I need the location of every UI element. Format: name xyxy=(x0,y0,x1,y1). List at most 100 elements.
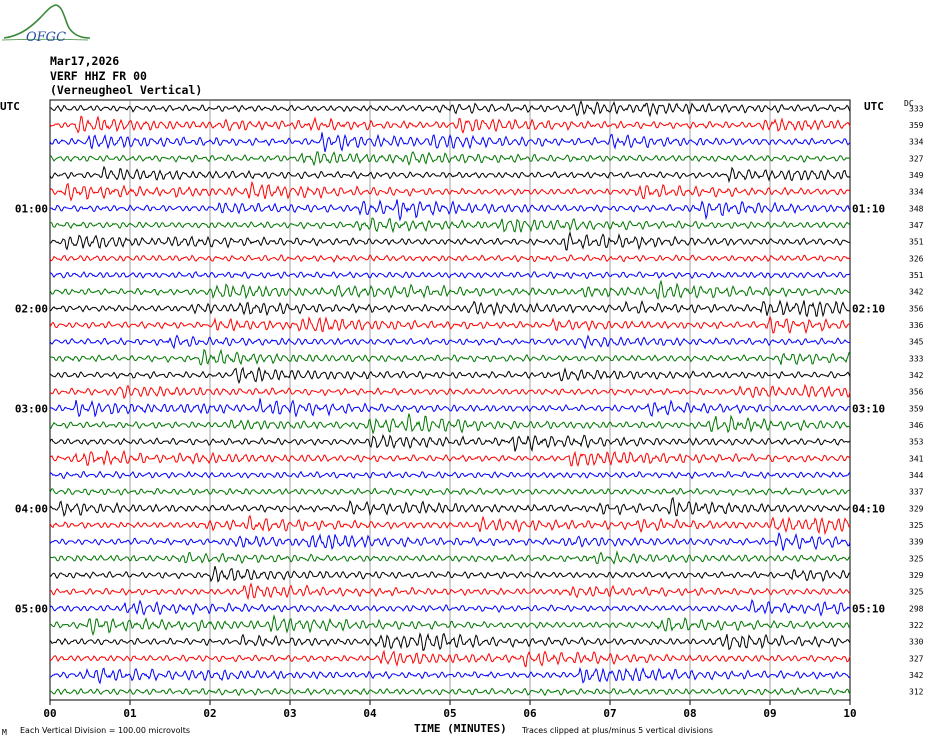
dc-offset-value: 336 xyxy=(909,321,924,330)
dc-offset-value: 342 xyxy=(909,288,924,297)
dc-offset-value: 322 xyxy=(909,621,924,630)
seismic-trace xyxy=(49,566,851,583)
seismic-trace xyxy=(49,687,851,697)
dc-offset-value: 349 xyxy=(909,171,924,180)
dc-offset-value: 351 xyxy=(909,271,924,280)
seismic-trace xyxy=(49,217,851,234)
seismic-trace xyxy=(49,199,851,222)
footer-mark: M xyxy=(2,728,7,737)
ofgc-logo: OFGC xyxy=(1,4,90,45)
seismic-trace xyxy=(49,582,851,601)
seismic-trace xyxy=(49,348,851,366)
left-utc-label: UTC xyxy=(0,100,20,113)
seismic-trace xyxy=(49,614,851,637)
footer-clip-note: Traces clipped at plus/minus 5 vertical … xyxy=(521,726,713,735)
dc-offset-value: 326 xyxy=(909,254,924,263)
seismic-trace xyxy=(49,334,851,350)
seismic-trace xyxy=(49,165,851,184)
x-axis-title: TIME (MINUTES) xyxy=(414,722,507,735)
dc-offset-value: 329 xyxy=(909,504,924,513)
seismic-trace xyxy=(50,666,851,685)
dc-offset-value: 342 xyxy=(909,671,924,680)
dc-offset-value: 359 xyxy=(909,121,924,130)
seismic-trace xyxy=(49,315,851,335)
dc-offset-value: 348 xyxy=(909,204,924,213)
station-channel: VERF HHZ FR 00 xyxy=(50,68,147,83)
right-hour-label: 04:10 xyxy=(852,502,885,515)
dc-offset-value: 327 xyxy=(909,154,924,163)
dc-offset-value: 339 xyxy=(909,538,924,547)
dc-offset-value: 353 xyxy=(909,438,924,447)
seismic-trace xyxy=(49,115,851,134)
dc-offset-value: 359 xyxy=(909,404,924,413)
dc-offset-value: 330 xyxy=(909,638,924,647)
seismic-trace xyxy=(49,413,851,435)
dc-offset-value: 333 xyxy=(909,104,924,113)
dc-label: DC xyxy=(904,99,914,108)
left-hour-label: 03:00 xyxy=(15,402,48,415)
seismic-trace xyxy=(49,366,851,385)
right-hour-label: 01:10 xyxy=(852,202,885,215)
plot-header: Mar17,2026 VERF HHZ FR 00 (Verneugheol V… xyxy=(50,54,202,98)
x-tick-label: 05 xyxy=(443,707,456,720)
x-tick-label: 07 xyxy=(603,707,616,720)
seismic-trace xyxy=(49,180,851,202)
dc-offset-value: 342 xyxy=(909,371,924,380)
x-tick-label: 09 xyxy=(763,707,776,720)
footer-scale-note: Each Vertical Division = 100.00 microvol… xyxy=(20,726,190,735)
seismic-trace xyxy=(49,487,851,497)
left-hour-label: 02:00 xyxy=(15,302,48,315)
seismic-trace xyxy=(49,598,851,617)
seismic-trace xyxy=(49,100,851,118)
x-tick-label: 00 xyxy=(43,707,56,720)
left-hour-label: 04:00 xyxy=(15,502,48,515)
plot-grid xyxy=(49,99,851,705)
right-hour-label: 05:10 xyxy=(852,602,885,615)
dc-offset-value: 325 xyxy=(909,588,924,597)
x-tick-label: 01 xyxy=(123,707,137,720)
seismic-trace xyxy=(49,279,851,300)
left-hour-label: 01:00 xyxy=(15,202,48,215)
dc-offset-value: 347 xyxy=(909,221,924,230)
dc-offset-value: 337 xyxy=(909,488,924,497)
station-location: (Verneugheol Vertical) xyxy=(50,83,203,97)
logo-text: OFGC xyxy=(26,30,66,45)
seismic-trace xyxy=(49,649,851,668)
right-hour-label: 03:10 xyxy=(852,402,885,415)
seismic-trace xyxy=(49,632,851,651)
seismic-trace xyxy=(49,383,851,400)
seismic-trace xyxy=(49,254,851,264)
seismic-trace xyxy=(49,550,851,565)
seismic-trace xyxy=(49,449,851,468)
left-hour-label: 05:00 xyxy=(15,602,48,615)
dc-offset-value: 346 xyxy=(909,421,924,430)
seismic-trace xyxy=(49,470,851,480)
dc-offset-value: 334 xyxy=(909,188,924,197)
record-date: Mar17,2026 xyxy=(50,54,120,68)
seismic-trace xyxy=(49,398,851,418)
x-tick-label: 06 xyxy=(523,707,537,720)
x-tick-label: 02 xyxy=(203,707,216,720)
right-hour-label: 02:10 xyxy=(852,302,885,315)
axis-labels: UTC UTC DC TIME (MINUTES) M Each Vertica… xyxy=(0,99,924,737)
x-tick-label: 08 xyxy=(683,707,696,720)
seismic-trace xyxy=(49,514,851,536)
seismic-trace xyxy=(49,532,851,551)
seismic-trace xyxy=(49,433,851,453)
seismic-trace xyxy=(49,151,851,167)
dc-offset-value: 329 xyxy=(909,571,924,580)
dc-offset-value: 325 xyxy=(909,521,924,530)
x-tick-label: 04 xyxy=(363,707,377,720)
dc-offset-value: 356 xyxy=(909,304,924,313)
seismic-trace xyxy=(49,299,851,318)
seismic-trace xyxy=(49,271,851,280)
dc-offset-value: 333 xyxy=(909,354,924,363)
dc-offset-value: 344 xyxy=(909,471,924,480)
dc-offset-value: 334 xyxy=(909,138,924,147)
dc-offset-value: 341 xyxy=(909,454,924,463)
dc-offset-value: 351 xyxy=(909,238,924,247)
dc-offset-value: 325 xyxy=(909,554,924,563)
x-tick-label: 10 xyxy=(843,707,856,720)
seismic-trace xyxy=(49,496,851,518)
